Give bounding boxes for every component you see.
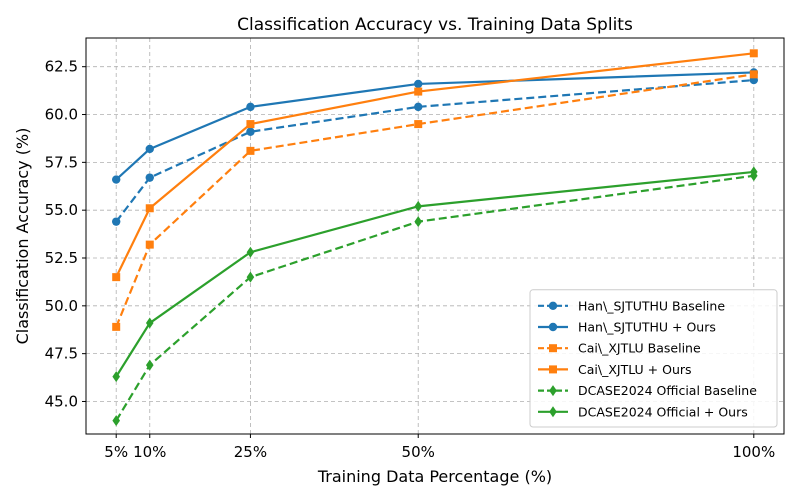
legend-marker — [548, 301, 558, 310]
x-tick-label: 10% — [133, 443, 166, 461]
data-point — [112, 273, 121, 282]
y-tick-label: 45.0 — [45, 392, 78, 410]
data-point — [145, 240, 154, 249]
data-point — [414, 79, 423, 89]
data-point — [749, 166, 758, 178]
data-point — [749, 49, 758, 58]
data-point — [112, 175, 121, 184]
legend-item: DCASE2024 Official + Ours — [538, 404, 748, 419]
y-tick-label: 57.5 — [45, 153, 78, 171]
data-point — [246, 271, 255, 283]
data-point — [246, 127, 255, 136]
series-line — [115, 78, 754, 223]
series-0 — [112, 75, 758, 226]
series-1 — [112, 68, 758, 184]
data-point — [246, 146, 255, 155]
data-point — [145, 173, 154, 182]
legend-marker — [548, 322, 558, 332]
axis-ticks: 45.0 47.5 50.0 52.5 55.0 57.5 60.0 62.5 5% 10% 25%… — [45, 58, 776, 461]
data-point — [145, 144, 154, 154]
legend-item: Cai\_XJTLU Baseline — [538, 341, 701, 356]
legend-label: Cai\_XJTLU Baseline — [578, 341, 701, 356]
data-point — [112, 371, 121, 383]
data-point — [414, 120, 423, 129]
y-tick-label: 50.0 — [45, 297, 78, 315]
x-tick-label: 50% — [402, 443, 435, 461]
legend-marker — [549, 385, 557, 397]
y-tick-label: 47.5 — [45, 345, 78, 363]
x-tick-label: 100% — [732, 443, 775, 461]
data-point — [145, 204, 154, 213]
y-axis-label: Classification Accuracy (%) — [13, 128, 32, 345]
legend-item: Han\_SJTUTHU + Ours — [538, 320, 716, 335]
data-point — [246, 120, 255, 129]
legend-item: Cai\_XJTLU + Ours — [538, 362, 692, 377]
data-point — [749, 70, 758, 79]
chart-title: Classification Accuracy vs. Training Dat… — [237, 15, 633, 35]
plot-area — [85, 37, 785, 435]
data-point — [414, 87, 423, 96]
legend-marker — [549, 406, 557, 418]
legend-label: Han\_SJTUTHU + Ours — [578, 320, 716, 335]
data-point — [145, 317, 154, 329]
data-point — [414, 200, 423, 212]
legend-marker — [549, 344, 557, 353]
legend: Han\_SJTUTHU Baseline Han\_SJTUTHU + Ours… — [529, 289, 778, 428]
legend-item: DCASE2024 Official Baseline — [538, 383, 757, 398]
x-tick-label: 25% — [234, 443, 267, 461]
series-line — [115, 73, 754, 328]
y-tick-label: 55.0 — [45, 201, 78, 219]
data-point — [246, 246, 255, 258]
y-tick-label: 60.0 — [45, 106, 78, 124]
series-group — [112, 49, 758, 427]
legend-label: DCASE2024 Official Baseline — [578, 383, 757, 398]
series-2 — [112, 70, 758, 331]
data-point — [145, 359, 154, 371]
series-3 — [112, 49, 758, 282]
data-point — [414, 216, 423, 228]
x-tick-label: 5% — [104, 443, 128, 461]
y-tick-label: 52.5 — [45, 249, 78, 267]
legend-item: Han\_SJTUTHU Baseline — [538, 298, 725, 313]
data-point — [112, 322, 121, 331]
data-point — [112, 217, 121, 226]
x-axis-label: Training Data Percentage (%) — [317, 467, 552, 486]
legend-box — [529, 289, 778, 428]
legend-label: Cai\_XJTLU + Ours — [578, 362, 692, 377]
data-point — [414, 102, 423, 112]
legend-label: Han\_SJTUTHU Baseline — [578, 298, 725, 313]
data-point — [246, 102, 255, 112]
data-point — [112, 415, 121, 427]
legend-marker — [549, 365, 557, 374]
legend-label: DCASE2024 Official + Ours — [578, 404, 748, 419]
y-tick-label: 62.5 — [45, 58, 78, 76]
series-5 — [112, 166, 758, 383]
